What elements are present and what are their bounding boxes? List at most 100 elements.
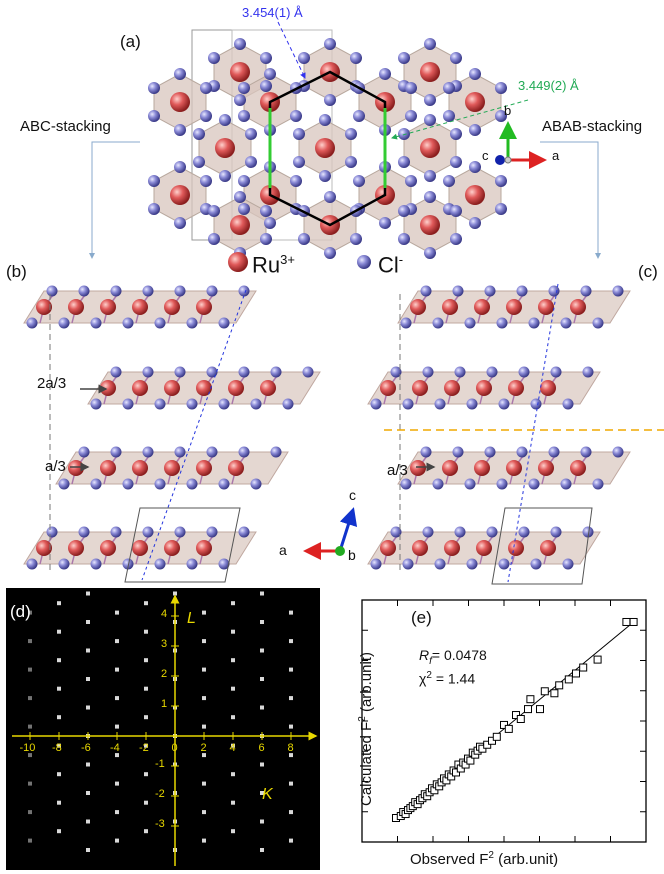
cl-atom — [174, 217, 186, 229]
cl-atom — [270, 366, 282, 378]
cl-atom — [324, 191, 336, 203]
ru-atom — [476, 540, 492, 556]
distance-arrow-blue — [277, 21, 306, 79]
diffraction-spot — [202, 753, 206, 758]
ru-atom — [508, 540, 524, 556]
panel-a-label: (a) — [120, 32, 141, 51]
diffraction-spot — [28, 639, 32, 644]
cl-atom — [443, 82, 455, 94]
cl-atom — [550, 526, 562, 538]
l-tick-label: 4 — [161, 608, 168, 620]
ru-atom — [196, 299, 212, 315]
abab-connector — [540, 141, 601, 259]
cl-atom — [154, 317, 166, 329]
diffraction-spot — [57, 772, 61, 777]
chi2-annotation: χ2 = 1.44 — [419, 670, 476, 687]
diffraction-spot — [289, 667, 293, 672]
diffraction-spot — [144, 686, 148, 691]
cl-atom — [260, 80, 272, 92]
diffraction-spot — [115, 639, 119, 644]
cl-atom — [454, 366, 466, 378]
data-point — [536, 705, 544, 714]
ru-atom — [315, 138, 335, 158]
cl-atom — [612, 446, 624, 458]
k-tick-label: -8 — [52, 742, 62, 754]
cl-atom — [592, 478, 604, 490]
diffraction-spot — [144, 601, 148, 606]
cl-atom — [174, 124, 186, 136]
cl-atom — [370, 398, 382, 410]
cl-atom — [466, 558, 478, 570]
ru-atom — [132, 299, 148, 315]
k-tick-label: 6 — [258, 742, 265, 754]
ru-atom — [132, 460, 148, 476]
k-tick-label: 0 — [171, 742, 178, 754]
cl-atom — [400, 317, 412, 329]
cl-atom — [110, 285, 122, 297]
axis-b-dot — [335, 546, 345, 556]
cl-atom — [422, 366, 434, 378]
cl-atom — [528, 317, 540, 329]
cl-atom — [454, 526, 466, 538]
diffraction-spot — [202, 724, 206, 729]
ru-atom — [465, 185, 485, 205]
cl-atom — [174, 68, 186, 80]
shift-a3-label-c: a/3 — [387, 462, 408, 479]
cl-atom — [398, 128, 410, 140]
cl-atom — [245, 156, 257, 168]
cl-atom — [580, 446, 592, 458]
diffraction-spot — [289, 696, 293, 701]
cl-atom — [148, 110, 160, 122]
cl-atom — [450, 128, 462, 140]
cl-atom — [469, 68, 481, 80]
ru-atom — [444, 380, 460, 396]
diffraction-spot — [231, 772, 235, 777]
cl-atom — [148, 175, 160, 187]
diffraction-spot — [202, 610, 206, 615]
diffraction-spot — [57, 743, 61, 748]
cl-atom — [560, 478, 572, 490]
cl-atom — [293, 156, 305, 168]
legend-cl-atom — [357, 255, 371, 269]
ru-atom — [100, 540, 116, 556]
cl-atom — [452, 446, 464, 458]
ru-atom — [420, 62, 440, 82]
ru-atom — [540, 380, 556, 396]
cl-atom — [238, 203, 250, 215]
cl-atom — [238, 82, 250, 94]
cl-atom — [290, 175, 302, 187]
diffraction-spot — [202, 781, 206, 786]
cl-atom — [422, 526, 434, 538]
ru-atom — [68, 460, 84, 476]
cl-atom — [405, 82, 417, 94]
cl-atom — [469, 217, 481, 229]
cl-atom — [245, 128, 257, 140]
cl-atom — [282, 398, 294, 410]
cl-atom — [58, 478, 70, 490]
data-point — [629, 617, 638, 626]
cl-atom — [186, 478, 198, 490]
diffraction-spot — [115, 838, 119, 843]
cl-atom — [234, 94, 246, 106]
axis-b-label-top: b — [504, 103, 512, 118]
diffraction-spot — [202, 667, 206, 672]
data-point — [466, 756, 475, 765]
cl-atom — [450, 156, 462, 168]
ru-atom — [444, 540, 460, 556]
cl-atom — [26, 558, 38, 570]
cl-atom — [424, 38, 436, 50]
diffraction-spot — [57, 829, 61, 834]
k-tick-label: -2 — [139, 742, 149, 754]
diffraction-spot — [260, 705, 264, 710]
ru-atom — [100, 380, 116, 396]
cl-atom — [186, 558, 198, 570]
cl-atom — [345, 156, 357, 168]
ru-atom — [412, 380, 428, 396]
cl-atom — [548, 285, 560, 297]
cl-atom — [250, 478, 262, 490]
ru-atom — [132, 380, 148, 396]
diffraction-spot — [289, 838, 293, 843]
cl-atom — [464, 478, 476, 490]
axis-K-label: K — [262, 786, 273, 803]
abc-connector — [89, 141, 140, 259]
